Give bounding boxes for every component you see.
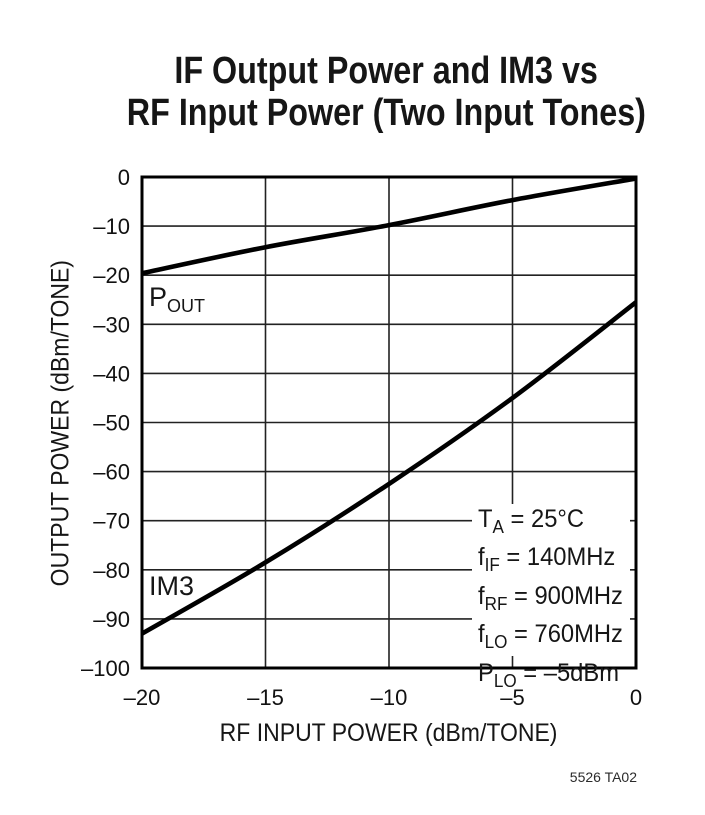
chart-title: IF Output Power and IM3 vs RF Input Powe… [66,50,705,134]
chart-title-line1: IF Output Power and IM3 vs [174,50,598,92]
annotation-line: TA = 25°C [478,505,585,537]
figure-number: 5526 TA02 [569,769,637,785]
x-tick-label: 0 [630,685,642,710]
chart-title-line2: RF Input Power (Two Input Tones) [126,92,646,134]
annotation-line: fIF = 140MHz [478,543,616,576]
y-axis-title: OUTPUT POWER (dBm/TONE) [46,259,75,587]
pout-curve-label: POUT [149,282,206,316]
x-tick-label: –10 [371,685,408,710]
y-tick-label: 0 [118,165,130,190]
x-tick-label: –5 [500,685,524,710]
im3-curve [140,300,638,636]
pout-curve [141,176,637,276]
annotation-line: fRF = 900MHz [478,581,623,614]
x-tick-label: –20 [124,685,161,710]
test-conditions-annotation: TA = 25°C fIF = 140MHz fRF = 900MHz fLO … [472,504,630,691]
y-tick-label: –50 [93,411,130,436]
tick-labels: –20 –15 –10 –5 00–10–20–30–40–50–60–70–80–90… [81,165,642,710]
y-tick-label: –20 [93,263,130,288]
axes-frame [140,175,638,670]
y-tick-label: –10 [93,214,130,239]
y-tick-label: –70 [93,509,130,534]
im3-curve-label: IM3 [149,571,195,601]
y-tick-label: –80 [93,558,130,583]
y-tick-label: –90 [93,607,130,632]
x-tick-label: –15 [247,685,284,710]
y-tick-label: –30 [93,312,130,337]
y-tick-label: –100 [81,656,130,681]
curve-layer [140,176,638,636]
annotation-line: fLO = 760MHz [478,620,623,653]
x-axis-title: RF INPUT POWER (dBm/TONE) [220,719,558,747]
plot-frame [140,175,638,670]
y-tick-label: –40 [93,361,130,386]
y-tick-label: –60 [93,460,130,485]
annotation-line: PLO = –5dBm [478,658,619,691]
